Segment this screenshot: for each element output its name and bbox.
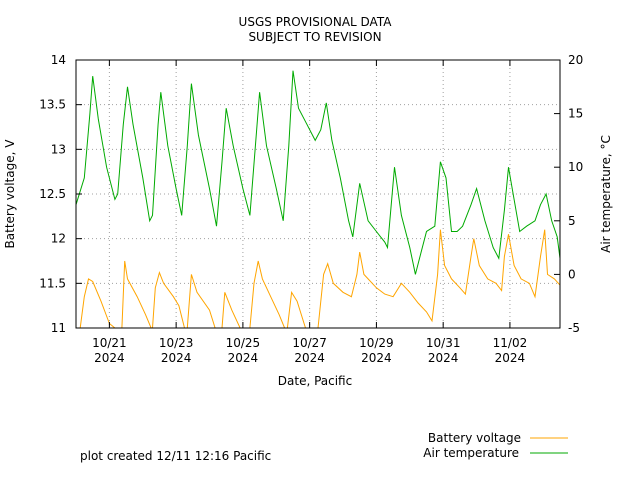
grid-lines (76, 60, 560, 328)
x-tick-label-date: 10/27 (292, 336, 327, 350)
x-tick-label-date: 11/02 (493, 336, 528, 350)
chart-title-line-2: SUBJECT TO REVISION (248, 30, 381, 44)
legend-label-air-temperature: Air temperature (423, 446, 519, 460)
left-tick-label: 12 (51, 232, 66, 246)
x-axis: 10/21202410/23202410/25202410/27202410/2… (92, 60, 527, 365)
x-tick-label-date: 10/21 (92, 336, 127, 350)
right-tick-label: -5 (568, 321, 580, 335)
right-tick-label: 15 (568, 107, 583, 121)
x-tick-label-year: 2024 (161, 351, 192, 365)
x-tick-label-year: 2024 (361, 351, 392, 365)
x-tick-label-date: 10/31 (426, 336, 461, 350)
left-tick-label: 11 (51, 321, 66, 335)
y-axis-label-right: Air temperature, °C (599, 135, 613, 253)
x-tick-label-year: 2024 (94, 351, 125, 365)
right-axis: -5 0 5 10 15 20 (554, 53, 583, 335)
series-layer (76, 70, 560, 328)
x-tick-label-year: 2024 (428, 351, 459, 365)
x-tick-label-year: 2024 (495, 351, 526, 365)
left-tick-label: 13 (51, 142, 66, 156)
x-tick-label-date: 10/25 (226, 336, 261, 350)
right-tick-label: 0 (568, 267, 576, 281)
plot-created-note: plot created 12/11 12:16 Pacific (80, 449, 271, 463)
x-tick-label-year: 2024 (228, 351, 259, 365)
right-tick-label: 10 (568, 160, 583, 174)
y-axis-label-left: Battery voltage, V (3, 139, 17, 249)
left-tick-label: 12.5 (39, 187, 66, 201)
chart-title-line-1: USGS PROVISIONAL DATA (239, 15, 393, 29)
legend: Battery voltage Air temperature (423, 431, 568, 460)
right-tick-label: 20 (568, 53, 583, 67)
left-tick-label: 14 (51, 53, 66, 67)
series-line-air-temperature (76, 70, 560, 275)
right-tick-label: 5 (568, 214, 576, 228)
left-axis: 11 11.5 12 12.5 13 13.5 14 (39, 53, 82, 335)
x-tick-label-year: 2024 (294, 351, 325, 365)
x-tick-label-date: 10/29 (359, 336, 394, 350)
x-axis-label: Date, Pacific (278, 374, 352, 388)
left-tick-label: 13.5 (39, 98, 66, 112)
legend-label-battery-voltage: Battery voltage (428, 431, 521, 445)
series-line-battery-voltage (79, 229, 560, 328)
x-tick-label-date: 10/23 (159, 336, 194, 350)
left-tick-label: 11.5 (39, 276, 66, 290)
